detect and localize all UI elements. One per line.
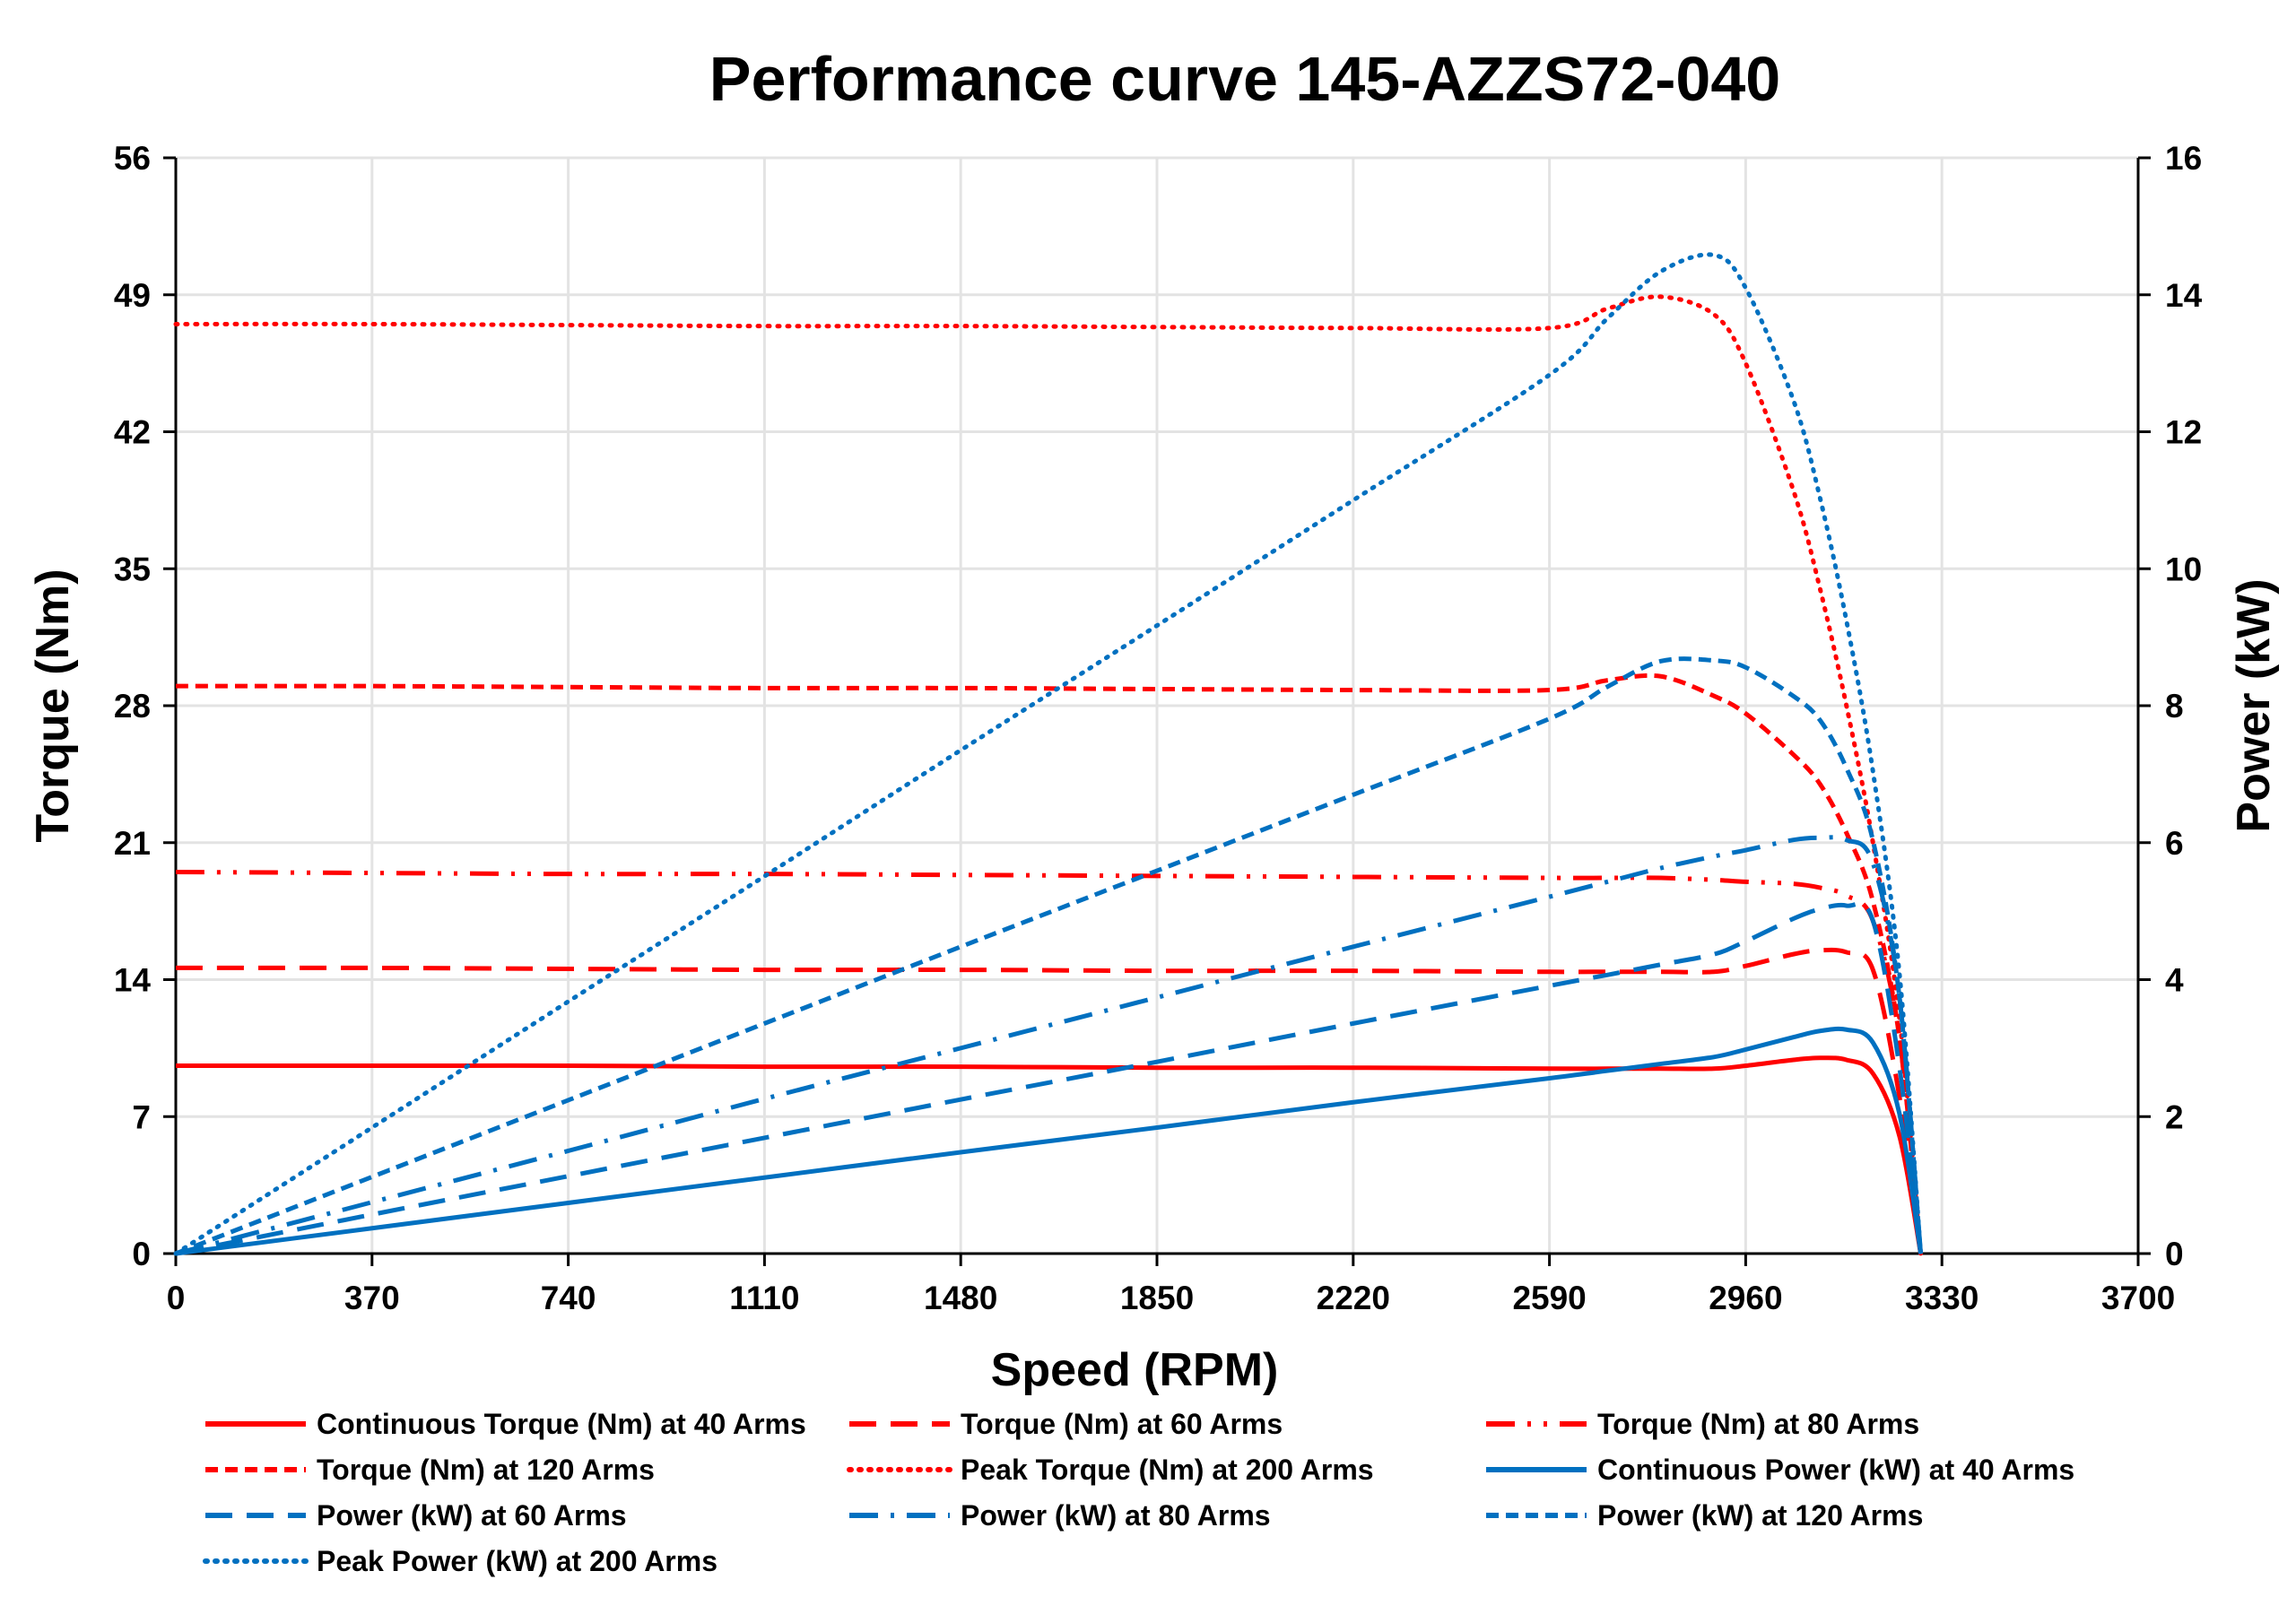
legend-label: Peak Power (kW) at 200 Arms — [317, 1545, 718, 1577]
legend-item: Torque (Nm) at 80 Arms — [1486, 1408, 1919, 1440]
y-tick-label: 21 — [114, 825, 151, 862]
series-line-peak-torque-nm-at-200-arms — [173, 294, 1924, 1256]
legend-label: Power (kW) at 80 Arms — [961, 1499, 1271, 1532]
legend-item: Peak Torque (Nm) at 200 Arms — [847, 1454, 1374, 1486]
series-line-power-kw-at-60-arms — [175, 901, 1924, 1256]
y2-tick-label: 10 — [2165, 551, 2202, 587]
legend-label: Continuous Torque (Nm) at 40 Arms — [317, 1408, 806, 1440]
y2-tick-label: 2 — [2165, 1098, 2184, 1135]
legend-item: Peak Power (kW) at 200 Arms — [203, 1545, 718, 1577]
gridlines — [176, 156, 2140, 1254]
x-axis-title: Speed (RPM) — [991, 1344, 1279, 1396]
x-tick-label: 1850 — [1120, 1280, 1194, 1316]
x-tick-label: 1480 — [924, 1280, 997, 1316]
y-axis-title: Torque (Nm) — [27, 568, 79, 842]
y2-tick-label: 16 — [2165, 140, 2202, 177]
x-tick-label: 0 — [167, 1280, 186, 1316]
series-lines — [173, 252, 1924, 1256]
y2-tick-label: 12 — [2165, 414, 2202, 451]
legend-label: Torque (Nm) at 60 Arms — [961, 1408, 1283, 1440]
y-tick-label: 0 — [132, 1236, 151, 1272]
y-tick-label: 28 — [114, 688, 151, 725]
y2-tick-label: 4 — [2165, 962, 2184, 999]
y-tick-label: 14 — [114, 962, 152, 999]
legend-label: Peak Torque (Nm) at 200 Arms — [961, 1454, 1374, 1486]
y2-tick-label: 0 — [2165, 1236, 2184, 1272]
x-tick-label: 2220 — [1317, 1280, 1390, 1316]
x-tick-label: 3700 — [2101, 1280, 2175, 1316]
x-tick-label: 370 — [344, 1280, 400, 1316]
series-line-power-kw-at-120-arms — [175, 656, 1924, 1256]
legend-label: Torque (Nm) at 80 Arms — [1597, 1408, 1919, 1440]
chart-title: Performance curve 145-AZZS72-040 — [709, 44, 1780, 114]
legend: Continuous Torque (Nm) at 40 Arms Torque … — [203, 1408, 2074, 1577]
legend-label: Torque (Nm) at 120 Arms — [317, 1454, 655, 1486]
y2-tick-label: 6 — [2165, 825, 2184, 862]
x-tick-label: 740 — [541, 1280, 596, 1316]
legend-item: Torque (Nm) at 60 Arms — [849, 1408, 1283, 1440]
series-line-peak-power-kw-at-200-arms — [173, 252, 1924, 1256]
legend-item: Continuous Power (kW) at 40 Arms — [1486, 1454, 2074, 1486]
y-tick-label: 7 — [132, 1098, 151, 1135]
legend-item: Power (kW) at 60 Arms — [205, 1499, 627, 1532]
x-tick-label: 1110 — [729, 1280, 799, 1316]
y-tick-label: 42 — [114, 414, 151, 451]
legend-label: Power (kW) at 60 Arms — [317, 1499, 627, 1532]
series-line-continuous-torque-nm-at-40-arms — [176, 1055, 1924, 1254]
y-tick-label: 49 — [114, 277, 151, 314]
series-line-continuous-power-kw-at-40-arms — [175, 1026, 1924, 1256]
axes: 0 370 740 1110 1480 1850 2220 2590 2960 3330 37000… — [114, 140, 2203, 1316]
legend-label: Continuous Power (kW) at 40 Arms — [1597, 1454, 2074, 1486]
legend-label: Power (kW) at 120 Arms — [1597, 1499, 1923, 1532]
series-line-torque-nm-at-120-arms — [175, 673, 1924, 1254]
y-tick-label: 35 — [114, 551, 151, 587]
y2-tick-label: 14 — [2165, 277, 2203, 314]
legend-item: Power (kW) at 80 Arms — [849, 1499, 1271, 1532]
legend-item: Torque (Nm) at 120 Arms — [205, 1454, 655, 1486]
x-tick-label: 2960 — [1709, 1280, 1782, 1316]
y2-axis-title: Power (kW) — [2228, 578, 2280, 832]
x-tick-label: 3330 — [1905, 1280, 1979, 1316]
y-tick-label: 56 — [114, 140, 151, 177]
series-line-torque-nm-at-60-arms — [175, 947, 1924, 1254]
legend-item: Continuous Torque (Nm) at 40 Arms — [205, 1408, 806, 1440]
x-tick-label: 2590 — [1512, 1280, 1586, 1316]
legend-item: Power (kW) at 120 Arms — [1486, 1499, 1923, 1532]
series-line-power-kw-at-80-arms — [175, 835, 1924, 1256]
y2-tick-label: 8 — [2165, 688, 2184, 725]
